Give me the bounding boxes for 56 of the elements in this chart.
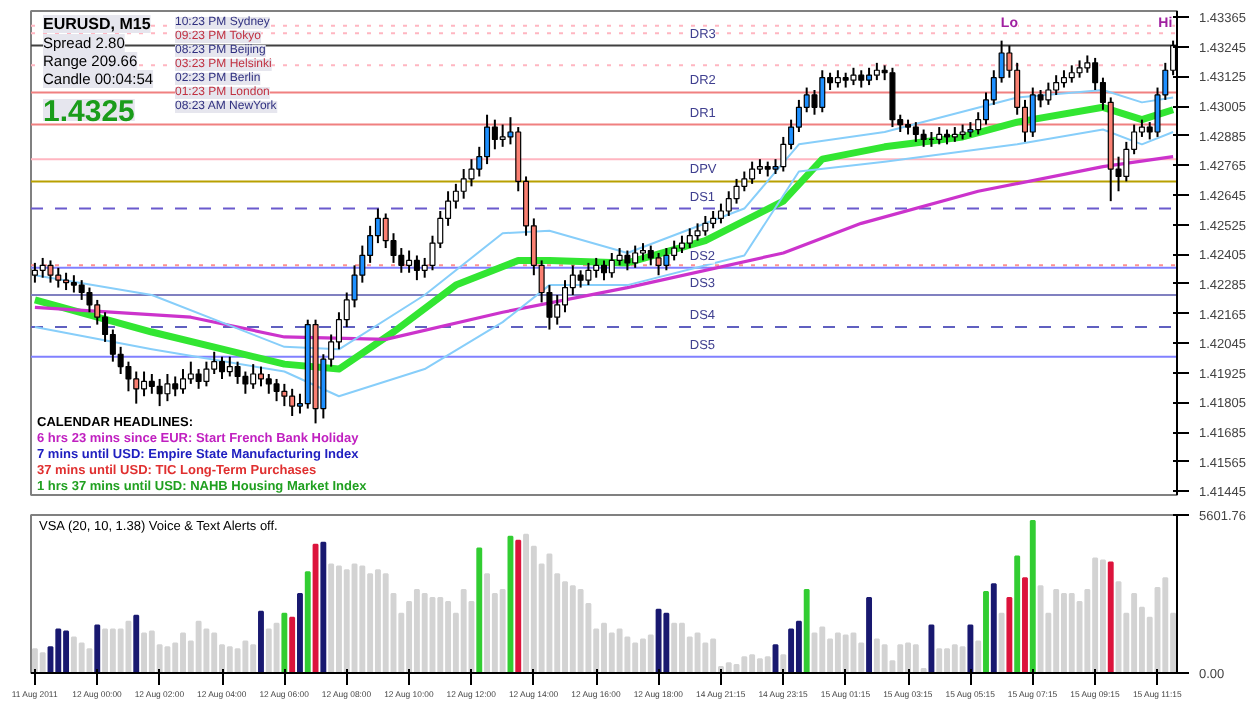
candlestick	[156, 377, 163, 408]
candlestick	[702, 214, 709, 237]
candlestick	[273, 377, 280, 403]
candlestick	[382, 212, 389, 250]
candlestick	[281, 382, 288, 408]
candlestick	[195, 368, 202, 390]
candlestick	[912, 121, 919, 143]
candlestick	[164, 373, 171, 403]
candlestick	[148, 373, 155, 395]
candlestick	[180, 368, 187, 395]
candlestick	[562, 279, 569, 314]
candlestick	[585, 261, 592, 287]
candlestick	[717, 202, 724, 225]
candlestick	[663, 247, 670, 272]
candlestick	[47, 259, 54, 284]
candlestick	[413, 254, 420, 282]
candlestick	[600, 259, 608, 282]
candlestick	[250, 363, 257, 390]
candlestick	[406, 249, 413, 274]
candlestick	[187, 360, 194, 385]
candlestick	[624, 249, 631, 272]
candlestick	[39, 256, 46, 279]
candlestick	[1053, 74, 1060, 96]
candlestick	[218, 355, 226, 380]
candlestick	[1045, 81, 1052, 106]
candlestick	[31, 261, 38, 284]
annotation: 1.4325	[43, 95, 135, 129]
candlestick	[655, 252, 662, 277]
candlestick	[491, 118, 498, 151]
candlestick	[725, 190, 732, 217]
line-series	[33, 155, 1175, 342]
candlestick	[632, 244, 639, 269]
candlestick	[226, 355, 233, 378]
candlestick	[265, 373, 272, 395]
candlestick	[647, 244, 654, 267]
candlestick	[203, 360, 210, 388]
candlestick	[749, 160, 756, 185]
candlestick	[172, 375, 179, 398]
candlestick	[499, 123, 506, 148]
annotation: EURUSD, M15	[43, 15, 152, 33]
candlestick	[484, 113, 491, 166]
candlestick	[593, 256, 600, 279]
candlestick	[608, 252, 615, 279]
candlestick	[242, 370, 249, 395]
line-series	[33, 128, 1175, 398]
candlestick	[133, 370, 140, 405]
candlestick	[257, 365, 264, 388]
candlestick	[554, 293, 561, 326]
candlestick	[671, 239, 678, 262]
candlestick	[55, 266, 62, 289]
candlestick	[289, 387, 296, 417]
candlestick	[211, 350, 218, 375]
candlestick	[141, 370, 148, 398]
candlestick	[1029, 86, 1036, 138]
candlestick	[819, 69, 826, 114]
candlestick	[889, 66, 896, 129]
